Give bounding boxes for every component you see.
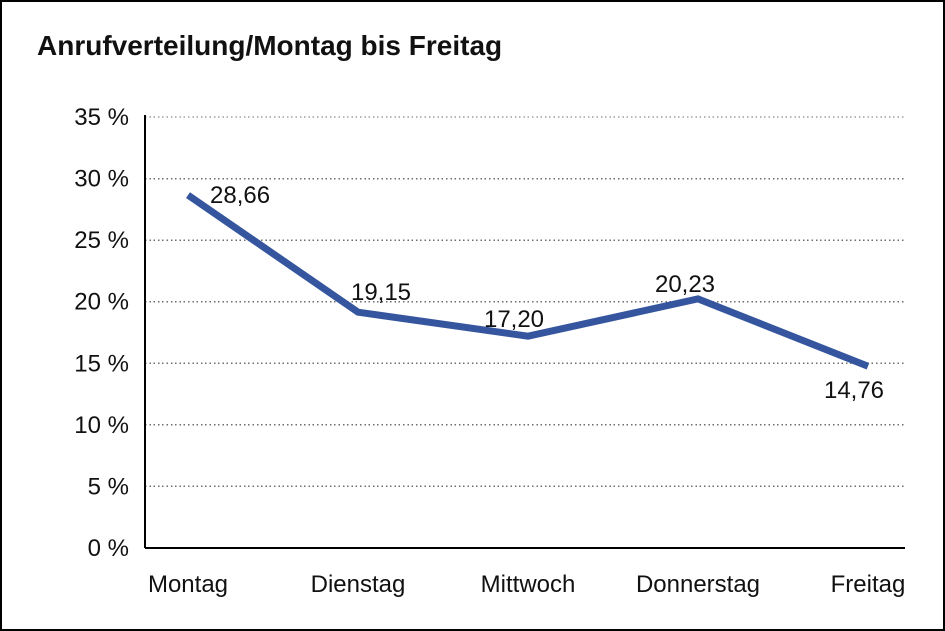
x-tick-label: Donnerstag (636, 571, 760, 598)
data-point-label: 20,23 (655, 271, 715, 298)
y-tick-label: 5 % (88, 473, 129, 500)
y-tick-label: 20 % (74, 289, 129, 316)
x-tick-label: Dienstag (311, 571, 406, 598)
x-tick-label: Mittwoch (481, 571, 576, 598)
x-tick-label: Montag (148, 571, 228, 598)
data-point-label: 19,15 (351, 279, 411, 306)
chart-title: Anrufverteilung/Montag bis Freitag (37, 30, 503, 61)
y-tick-label: 10 % (74, 412, 129, 439)
y-tick-label: 30 % (74, 166, 129, 193)
data-series-line (186, 192, 870, 370)
y-tick-label: 0 % (88, 535, 129, 562)
y-tick-label: 35 % (74, 104, 129, 131)
x-tick-label: Freitag (831, 571, 906, 598)
data-point-label: 14,76 (824, 377, 884, 404)
data-point-label: 28,66 (210, 182, 270, 209)
data-point-label: 17,20 (484, 306, 544, 333)
y-tick-label: 25 % (74, 227, 129, 254)
y-tick-label: 15 % (74, 350, 129, 377)
